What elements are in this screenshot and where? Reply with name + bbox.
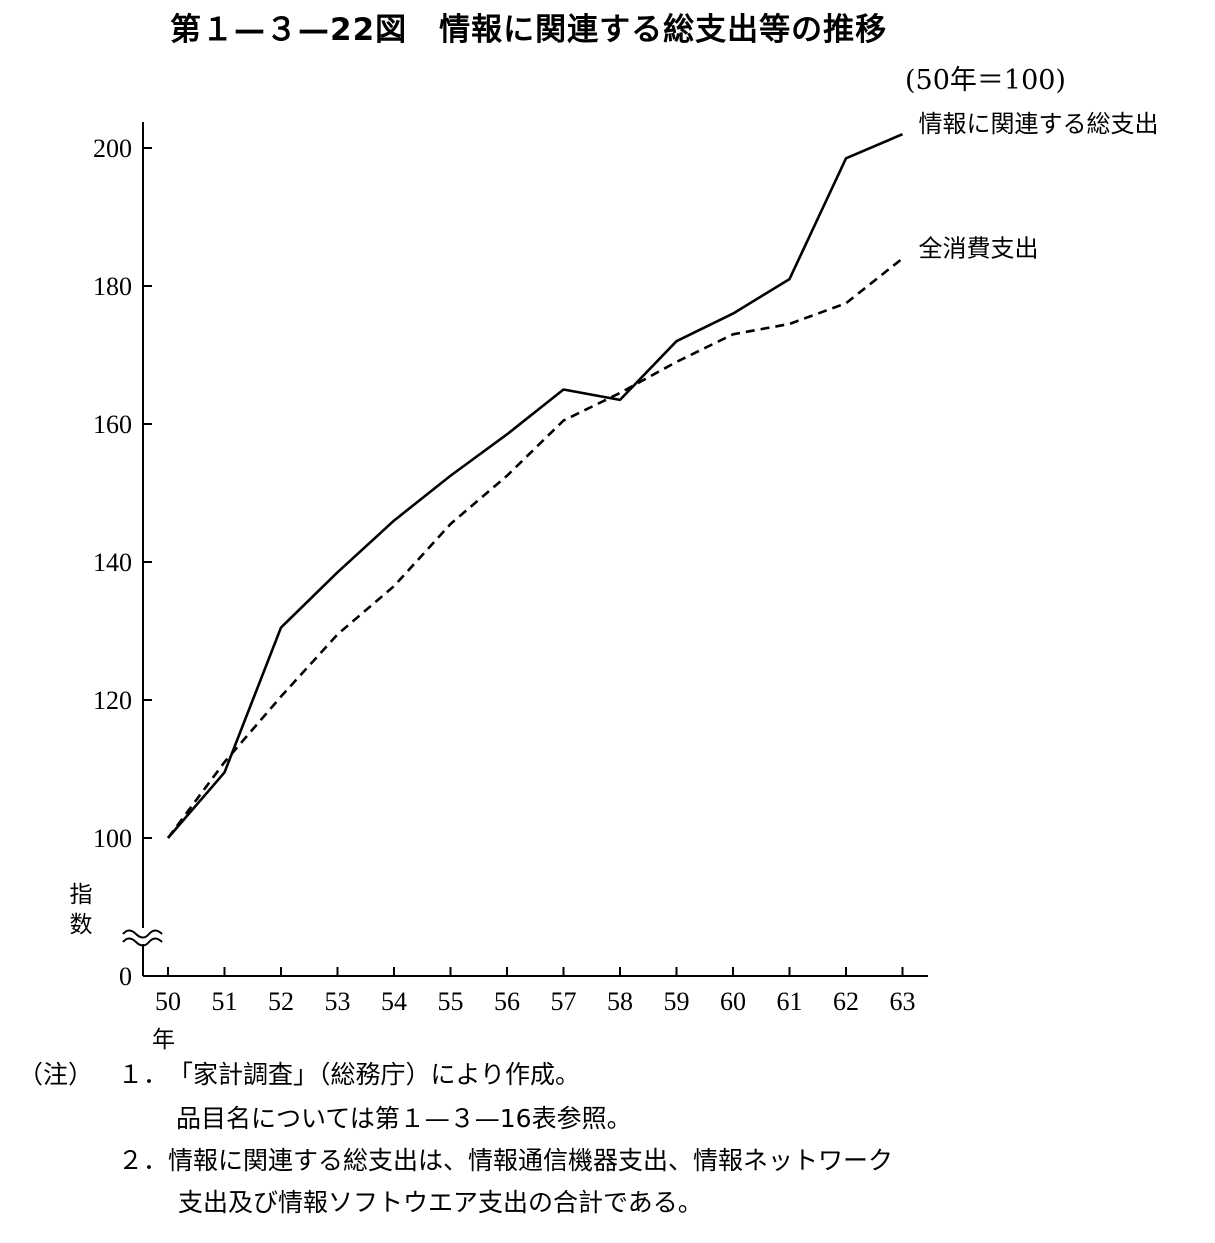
- x-tick-label: 61: [777, 987, 803, 1016]
- x-tick-label: 51: [212, 987, 238, 1016]
- x-tick-label: 57: [551, 987, 577, 1016]
- y-tick-label: 140: [93, 548, 132, 577]
- y-tick-labels: 0 100 120 140 160 180 200: [93, 134, 132, 991]
- x-tick-labels: 50 51 52 53 54 55 56 57 58 59 60 61 62 63: [155, 987, 916, 1016]
- x-tick-label: 55: [438, 987, 464, 1016]
- note-2-number: ２．: [118, 1146, 169, 1175]
- axis-break-mark-lower: [122, 937, 163, 947]
- series-line-1: [167, 133, 904, 839]
- x-tick-label: 62: [833, 987, 859, 1016]
- note-1-line-2: 品目名については第１—３—16表参照。: [176, 1104, 632, 1133]
- note-1-number: １．: [118, 1060, 169, 1089]
- x-axis-unit: 年: [152, 1027, 175, 1053]
- notes-label: （注）: [18, 1060, 94, 1089]
- x-tick-label: 52: [268, 987, 294, 1016]
- x-tick-label: 59: [664, 987, 690, 1016]
- y-tick-label: 120: [93, 686, 132, 715]
- note-2-line-1: 情報に関連する総支出は、情報通信機器支出、情報ネットワーク: [168, 1146, 894, 1175]
- y-axis-label: 指数: [69, 882, 93, 938]
- y-tick-label: 180: [93, 272, 132, 301]
- note-2-line-2: 支出及び情報ソフトウエア支出の合計である。: [178, 1188, 703, 1217]
- series-label-2: 全消費支出: [919, 234, 1039, 262]
- y-tick-label: 160: [93, 410, 132, 439]
- line-chart: 0 100 120 140 160 180 200 50 51 52 53 54 55 56 57 58 59…: [93, 110, 1159, 1016]
- x-tick-label: 58: [607, 987, 633, 1016]
- axis-break-mark-upper: [122, 929, 163, 939]
- x-tick-label: 54: [381, 987, 407, 1016]
- chart-axes: [122, 122, 928, 977]
- x-tick-label: 63: [890, 987, 916, 1016]
- x-tick-label: 56: [494, 987, 520, 1016]
- note-1-line-1: 「家計調査」（総務庁）により作成。: [168, 1060, 581, 1089]
- y-tick-label: 0: [119, 962, 132, 991]
- series-label-1: 情報に関連する総支出: [919, 110, 1159, 138]
- series-lines: [166, 133, 904, 839]
- series-line-2: [166, 257, 904, 839]
- base-year-note: (50年＝100): [905, 65, 1066, 96]
- x-tick-label: 50: [155, 987, 181, 1016]
- chart-title: 第１—３—22図 情報に関連する総支出等の推移: [170, 12, 888, 48]
- x-tick-label: 53: [325, 987, 351, 1016]
- y-tick-label: 100: [93, 824, 132, 853]
- y-tick-label: 200: [93, 134, 132, 163]
- x-tick-label: 60: [720, 987, 746, 1016]
